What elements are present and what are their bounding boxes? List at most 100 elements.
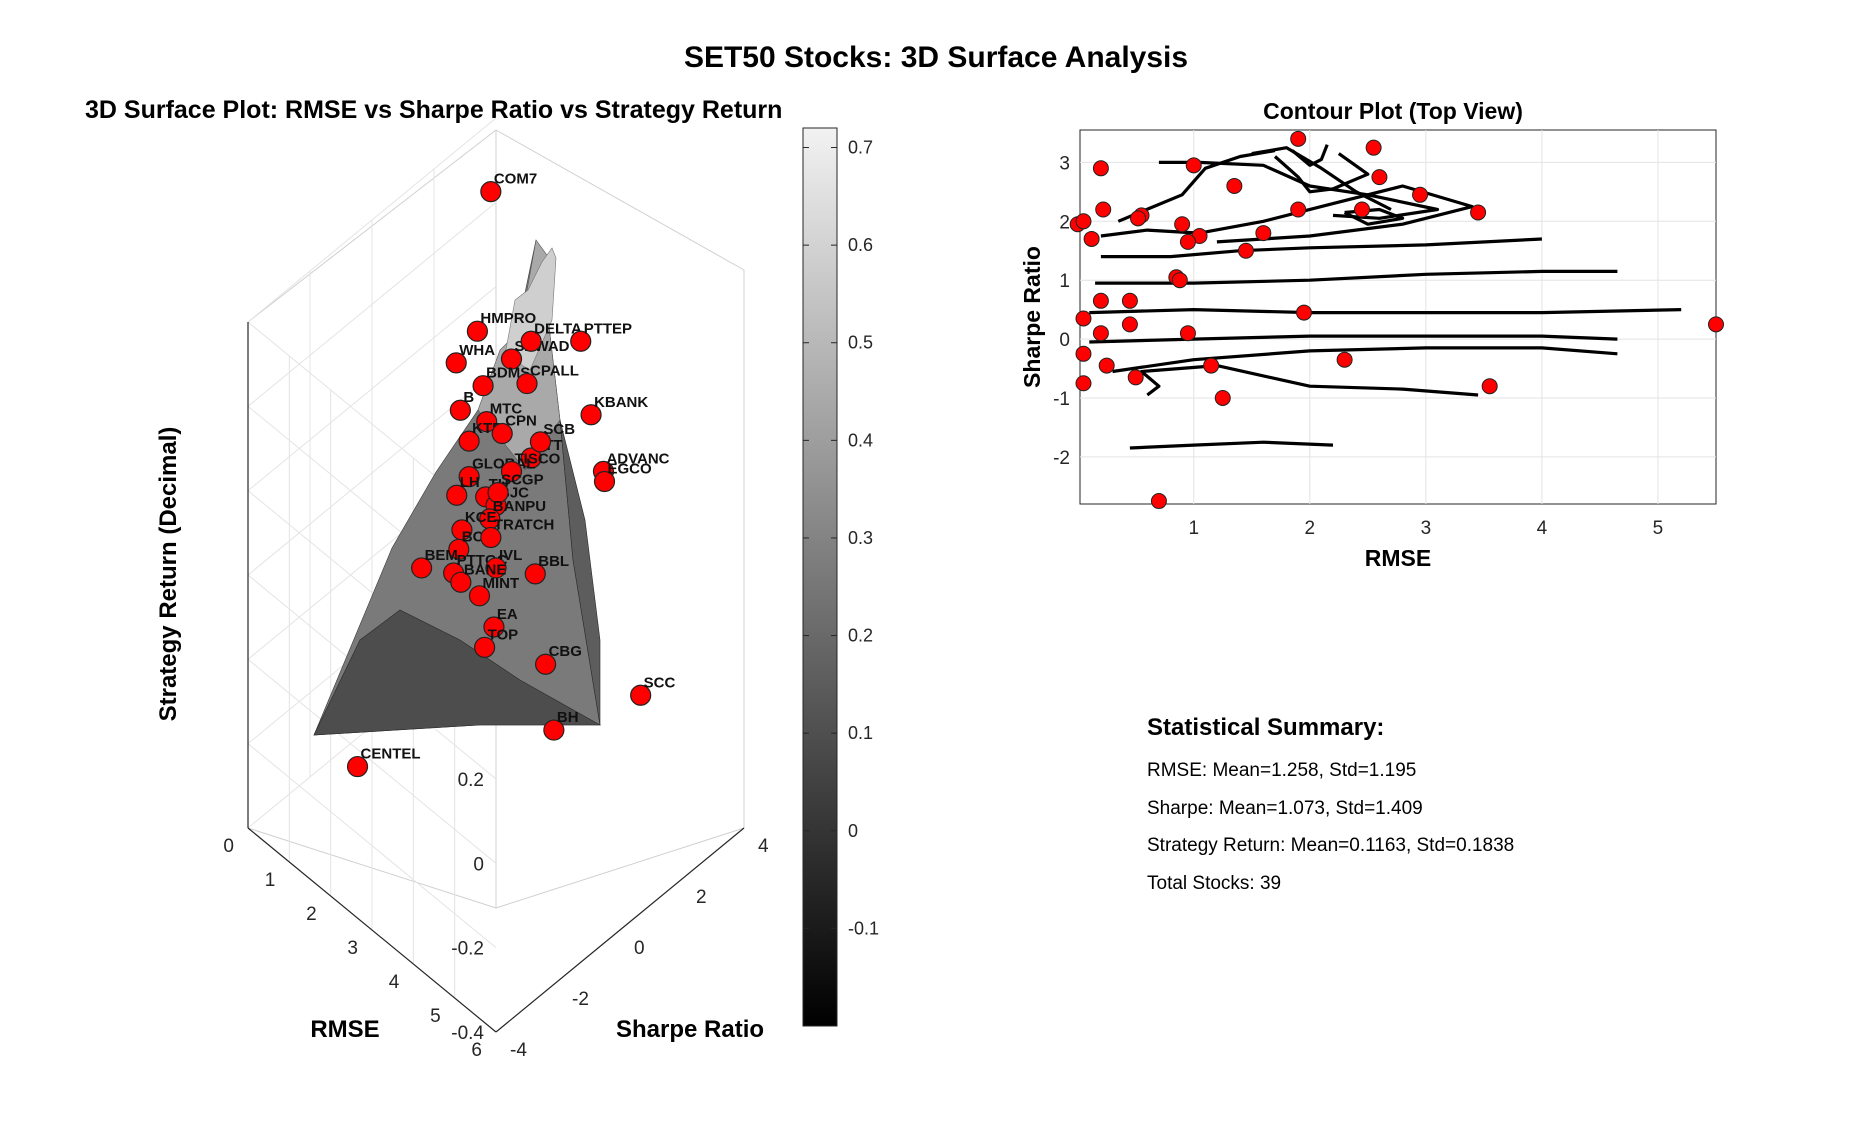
y-tick-label: 2 bbox=[696, 887, 707, 908]
stock-label: CPALL bbox=[530, 363, 579, 380]
stock-marker-3d bbox=[458, 430, 480, 452]
contour-isoline bbox=[1251, 146, 1392, 211]
contour-isoline bbox=[1273, 152, 1370, 194]
stock-marker-3d bbox=[570, 330, 592, 352]
stock-label: IVL bbox=[499, 547, 522, 564]
z-tick-label: 0.2 bbox=[458, 770, 484, 791]
contour-title: Contour Plot (Top View) bbox=[1263, 98, 1523, 124]
colorbar-tick-label: 0.5 bbox=[848, 333, 873, 353]
stock-marker-2d bbox=[1371, 169, 1388, 186]
stock-label: KBANK bbox=[594, 394, 648, 411]
stock-label: MINT bbox=[482, 575, 519, 592]
surface3d-zlabel: Strategy Return (Decimal) bbox=[155, 427, 182, 722]
stock-marker-3d bbox=[580, 404, 602, 426]
stock-marker-2d bbox=[1150, 493, 1167, 510]
contour-isoline bbox=[1089, 334, 1618, 344]
stock-label: TOP bbox=[488, 626, 519, 643]
stock-marker-3d bbox=[593, 470, 616, 493]
stock-marker-2d bbox=[1481, 378, 1498, 395]
surface3d-chart: 3D Surface Plot: RMSE vs Sharpe Ratio vs… bbox=[85, 96, 782, 1061]
y-tick-label: 0 bbox=[634, 938, 645, 959]
surface3d-xlabel: RMSE bbox=[310, 1016, 379, 1043]
stock-label: COM7 bbox=[494, 171, 537, 188]
stock-marker-3d bbox=[476, 411, 498, 433]
contour-markers bbox=[1069, 130, 1724, 510]
stats-sharpe: Sharpe: Mean=1.073, Std=1.409 bbox=[1147, 797, 1423, 819]
stock-label: EGCO bbox=[608, 461, 653, 478]
stock-label: TRATCH bbox=[494, 517, 555, 534]
colorbar: -0.1 0 0.1 0.2 0.3 0.4 0.5 0.6 0.7 bbox=[802, 127, 879, 1027]
stock-marker-2d bbox=[1121, 292, 1138, 309]
stock-marker-3d bbox=[543, 719, 565, 741]
stock-marker-3d bbox=[411, 557, 433, 579]
stock-marker-2d bbox=[1092, 325, 1109, 342]
stock-marker-2d bbox=[1075, 213, 1092, 230]
stock-marker-2d bbox=[1470, 204, 1487, 221]
contour-isoline bbox=[1089, 308, 1682, 315]
stock-marker-3d bbox=[468, 585, 491, 607]
colorbar-tick-labels: -0.1 0 0.1 0.2 0.3 0.4 0.5 0.6 0.7 bbox=[803, 138, 879, 938]
stock-marker-2d bbox=[1095, 201, 1112, 218]
stock-marker-3d bbox=[446, 484, 468, 506]
y-tick-label: -4 bbox=[510, 1040, 527, 1061]
stock-label: SCC bbox=[644, 674, 676, 691]
stock-marker-2d bbox=[1179, 325, 1196, 342]
stock-marker-3d bbox=[491, 422, 513, 445]
contour-x-tick-label: 5 bbox=[1653, 518, 1664, 539]
stock-label: WHA bbox=[459, 342, 495, 359]
statistical-summary: Statistical Summary: RMSE: Mean=1.258, S… bbox=[1147, 714, 1514, 902]
z-tick-label: -0.2 bbox=[451, 939, 484, 960]
stock-marker-3d bbox=[485, 557, 507, 579]
surface-face-ridge bbox=[504, 247, 557, 371]
stock-label: BBL bbox=[538, 553, 569, 570]
x-tick-label: 0 bbox=[223, 836, 234, 857]
stock-marker-3d bbox=[480, 526, 502, 549]
contour-y-tick-label: 3 bbox=[1059, 153, 1070, 174]
stock-marker-2d bbox=[1075, 375, 1092, 392]
colorbar-gradient bbox=[802, 127, 838, 1027]
surface3d-ylabel: Sharpe Ratio bbox=[616, 1016, 764, 1043]
stock-label: KCE bbox=[465, 509, 497, 526]
stock-label: SCB bbox=[543, 421, 575, 438]
stock-marker-2d bbox=[1075, 345, 1092, 362]
stock-marker-3d bbox=[630, 684, 652, 706]
stock-marker-3d bbox=[500, 460, 523, 483]
stock-marker-2d bbox=[1354, 201, 1371, 218]
stock-marker-3d bbox=[474, 636, 496, 658]
x-tick-label: 2 bbox=[306, 904, 317, 925]
stock-marker-2d bbox=[1185, 157, 1202, 174]
colorbar-tick-label: 0.4 bbox=[848, 430, 873, 450]
figure-title: SET50 Stocks: 3D Surface Analysis bbox=[684, 41, 1188, 74]
stats-rmse: RMSE: Mean=1.258, Std=1.195 bbox=[1147, 760, 1417, 781]
x-tick-label: 4 bbox=[389, 972, 400, 993]
stock-marker-2d bbox=[1290, 201, 1307, 218]
y-tick-label: 4 bbox=[758, 836, 769, 857]
stock-label: BANE bbox=[464, 561, 507, 578]
contour-y-tick-label: -2 bbox=[1053, 448, 1070, 469]
surface-face-right bbox=[559, 419, 601, 726]
stock-marker-2d bbox=[1083, 230, 1100, 247]
stock-marker-2d bbox=[1336, 351, 1353, 368]
surface-face-low bbox=[313, 609, 602, 736]
z-tick-label: -0.4 bbox=[451, 1023, 484, 1044]
stock-label: HMPRO bbox=[480, 310, 536, 327]
stock-marker-2d bbox=[1226, 177, 1243, 194]
stock-marker-3d bbox=[487, 482, 509, 504]
stock-label: BEM bbox=[425, 547, 458, 564]
stock-marker-2d bbox=[1130, 210, 1147, 227]
x-tick-label: 6 bbox=[471, 1040, 482, 1061]
stock-marker-3d bbox=[483, 616, 505, 638]
contour-x-tick-label: 4 bbox=[1537, 518, 1548, 539]
stock-marker-2d bbox=[1121, 316, 1138, 333]
stock-marker-2d bbox=[1174, 216, 1191, 233]
stock-marker-3d bbox=[346, 755, 369, 778]
stock-label: DELTA bbox=[534, 320, 582, 337]
contour-isoline bbox=[1158, 160, 1440, 220]
stock-label: ADVANC bbox=[606, 450, 669, 467]
x-tick-label: 3 bbox=[347, 938, 358, 959]
contour-y-tick-label: 2 bbox=[1059, 212, 1070, 233]
stock-marker-2d bbox=[1098, 357, 1115, 374]
stats-total-stocks: Total Stocks: 39 bbox=[1147, 872, 1282, 894]
stock-marker-2d bbox=[1203, 357, 1220, 374]
